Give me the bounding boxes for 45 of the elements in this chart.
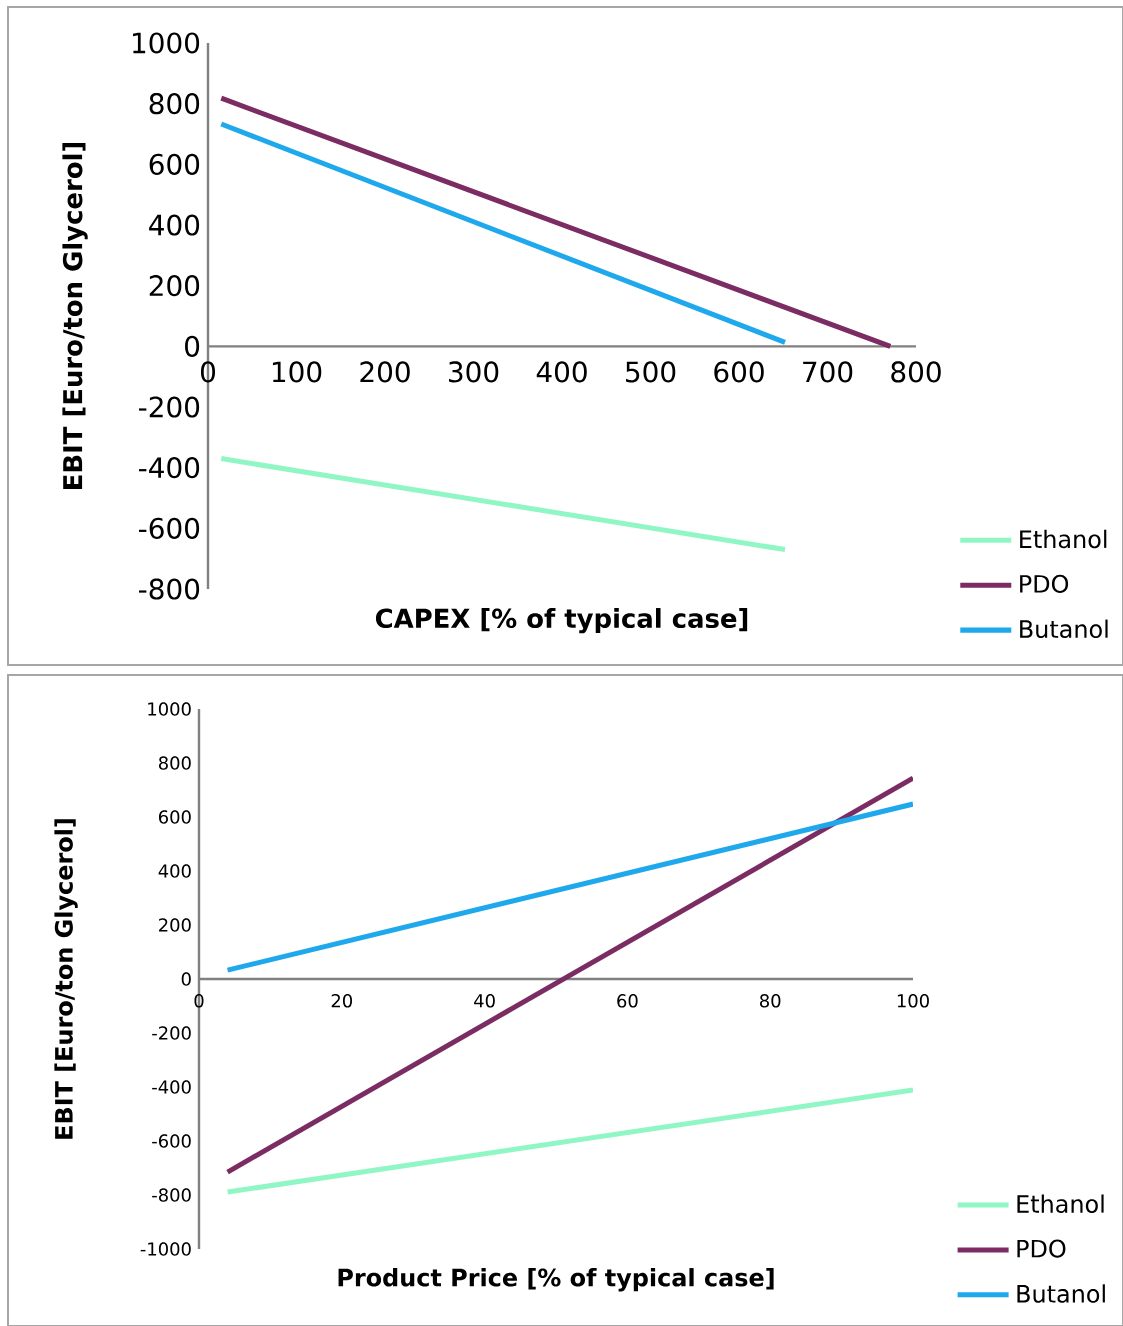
y-axis-title: EBIT [Euro/ton Glycerol] bbox=[62, 142, 88, 489]
x-tick-label: 800 bbox=[891, 361, 941, 383]
y-tick-label: 400 bbox=[158, 864, 191, 878]
y-tick-label: -400 bbox=[152, 1080, 191, 1094]
x-tick-label: 400 bbox=[536, 361, 587, 383]
y-tick-label: 600 bbox=[149, 153, 200, 175]
y-tick-label: 0 bbox=[185, 335, 200, 357]
y-tick-label: -200 bbox=[139, 396, 200, 418]
x-axis-title: CAPEX [% of typical case] bbox=[375, 608, 748, 634]
x-tick-label: 100 bbox=[897, 994, 929, 1008]
y-tick-label: 400 bbox=[149, 214, 200, 236]
x-tick-label: 100 bbox=[272, 361, 322, 383]
y-tick-label: -800 bbox=[152, 1188, 191, 1202]
y-tick-label: 600 bbox=[158, 810, 191, 824]
y-tick-label: -1000 bbox=[140, 1242, 191, 1256]
x-tick-label: 40 bbox=[474, 994, 495, 1008]
x-tick-label: 60 bbox=[617, 994, 638, 1008]
x-tick-label: 0 bbox=[200, 361, 216, 383]
y-tick-label: 200 bbox=[149, 275, 200, 297]
y-tick-label: -800 bbox=[139, 578, 200, 600]
legend-label: Ethanol bbox=[1020, 529, 1107, 549]
y-tick-label: 1000 bbox=[133, 32, 200, 54]
x-axis-title: Product Price [% of typical case] bbox=[338, 1268, 774, 1292]
y-tick-label: 800 bbox=[149, 93, 200, 115]
y-tick-label: 1000 bbox=[148, 702, 191, 716]
y-tick-label: -600 bbox=[139, 517, 200, 539]
x-tick-label: 80 bbox=[760, 994, 781, 1008]
x-tick-label: 200 bbox=[360, 361, 410, 383]
y-tick-label: 0 bbox=[181, 972, 191, 986]
y-tick-label: 200 bbox=[159, 918, 191, 932]
x-tick-label: 20 bbox=[331, 994, 353, 1008]
x-tick-label: 700 bbox=[803, 361, 853, 383]
x-tick-label: 500 bbox=[626, 361, 676, 383]
x-tick-label: 300 bbox=[449, 361, 499, 383]
legend-label: Ethanol bbox=[1017, 1194, 1104, 1213]
legend-label: Butanol bbox=[1017, 1284, 1105, 1303]
legend-label: PDO bbox=[1017, 1239, 1066, 1258]
y-axis-title: EBIT [Euro/ton Glycerol] bbox=[54, 819, 78, 1139]
legend-label: PDO bbox=[1020, 574, 1069, 593]
y-tick-label: -600 bbox=[152, 1134, 191, 1148]
x-tick-label: 600 bbox=[714, 361, 764, 383]
y-tick-label: -400 bbox=[139, 457, 200, 479]
legend-label: Butanol bbox=[1020, 619, 1108, 639]
y-tick-label: 800 bbox=[158, 756, 191, 770]
y-tick-label: -200 bbox=[152, 1026, 191, 1040]
